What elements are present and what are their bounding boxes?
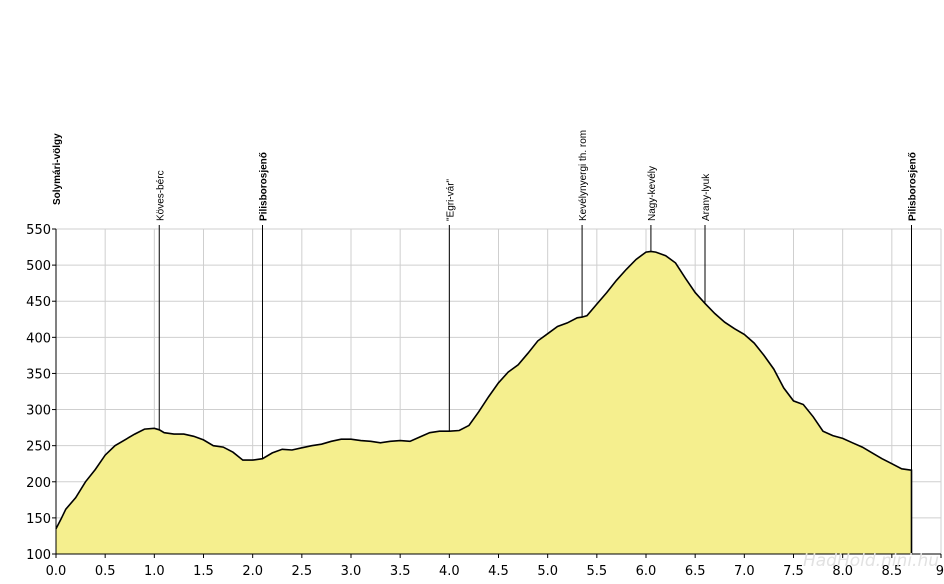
poi-label-egri-v-r: "Egri-vár" [445, 178, 456, 221]
y-tick-label-0: 100 [26, 548, 51, 563]
y-tick-label-8: 500 [26, 259, 51, 274]
x-tick-label-10: 5.0 [537, 564, 558, 579]
x-tick-label-4: 2.0 [242, 564, 263, 579]
x-tick-label-13: 6.5 [685, 564, 706, 579]
poi-label-kev-lynyergi-th-rom: Kevélynyergi th. rom [578, 130, 589, 221]
x-tick-label-15: 7.5 [783, 564, 804, 579]
x-tick-label-2: 1.0 [144, 564, 165, 579]
y-tick-label-7: 450 [26, 295, 51, 310]
x-tick-label-11: 5.5 [586, 564, 607, 579]
poi-label-arany-lyuk: Arany-lyuk [701, 173, 712, 221]
poi-label-pilisborosjen: Pilisborosjenő [259, 152, 270, 221]
elevation-area [56, 251, 912, 554]
elevation-line [55, 250, 913, 554]
x-tick-label-3: 1.5 [193, 564, 214, 579]
x-tick-label-17: 8.5 [881, 564, 902, 579]
x-tick-label-7: 3.5 [390, 564, 411, 579]
x-tick-label-1: 0.5 [95, 564, 116, 579]
y-tick-label-4: 300 [26, 404, 51, 419]
x-tick-label-12: 6.0 [636, 564, 657, 579]
y-tick-label-6: 400 [26, 331, 51, 346]
x-tick-label-18: 9 [936, 564, 944, 579]
poi-label-solym-ri-v-lgy: Solymári-völgy [52, 133, 63, 205]
x-tick-label-8: 4.0 [439, 564, 460, 579]
x-tick-label-6: 3.0 [341, 564, 362, 579]
x-tick-label-9: 4.5 [488, 564, 509, 579]
y-tick-label-1: 150 [26, 512, 51, 527]
y-tick-label-5: 350 [26, 367, 51, 382]
poi-label-pilisborosjen: Pilisborosjenő [908, 152, 919, 221]
poi-label-nagy-kev-ly: Nagy-kevély [647, 166, 658, 221]
x-tick-label-16: 8.0 [832, 564, 853, 579]
watermark: HadHold.nini.hu [803, 551, 939, 571]
x-tick-label-5: 2.5 [291, 564, 312, 579]
y-axis-ticks: 100 150 200 250 300 350 400 450 500 550 [26, 223, 56, 563]
x-tick-label-0: 0.0 [46, 564, 67, 579]
y-tick-label-2: 200 [26, 476, 51, 491]
y-tick-label-3: 250 [26, 440, 51, 455]
x-axis-ticks: 0.0 0.5 1.0 1.5 2.0 2.5 3.0 3.5 4.0 4.5 5.0 5.5 6.0 6… [46, 554, 944, 579]
poi-markers: Solymári-völgy Köves-bérc Pilisborosjenő "E… [52, 130, 919, 471]
y-tick-label-9: 550 [26, 223, 51, 238]
poi-label-k-ves-b-rc: Köves-bérc [155, 170, 166, 221]
x-tick-label-14: 7.0 [734, 564, 755, 579]
